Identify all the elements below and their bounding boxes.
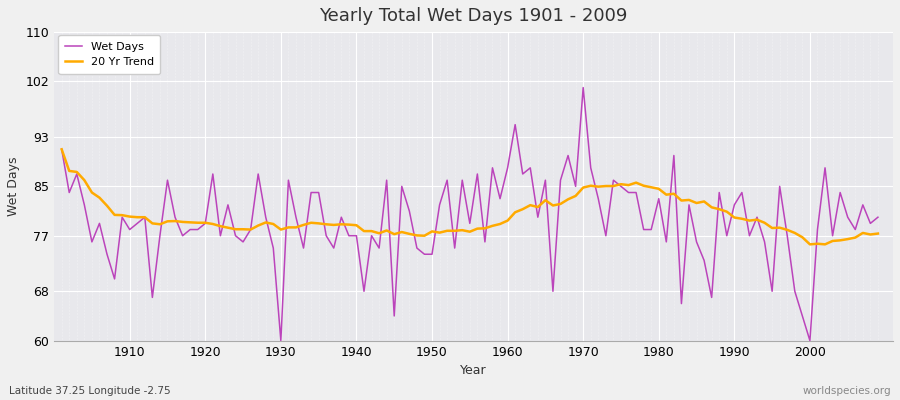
20 Yr Trend <box>57 147 68 152</box>
20 Yr Trend <box>283 225 293 230</box>
Wet Days <box>57 147 68 152</box>
Line: 20 Yr Trend: 20 Yr Trend <box>62 149 878 244</box>
Wet Days <box>578 85 589 90</box>
Wet Days <box>872 215 883 220</box>
X-axis label: Year: Year <box>460 364 487 377</box>
20 Yr Trend <box>805 242 815 247</box>
Wet Days <box>336 215 346 220</box>
Line: Wet Days: Wet Days <box>62 88 878 341</box>
Wet Days <box>291 215 302 220</box>
20 Yr Trend <box>502 218 513 223</box>
20 Yr Trend <box>593 184 604 189</box>
Title: Yearly Total Wet Days 1901 - 2009: Yearly Total Wet Days 1901 - 2009 <box>320 7 628 25</box>
Text: Latitude 37.25 Longitude -2.75: Latitude 37.25 Longitude -2.75 <box>9 386 171 396</box>
Y-axis label: Wet Days: Wet Days <box>7 156 20 216</box>
Wet Days <box>117 215 128 220</box>
Text: worldspecies.org: worldspecies.org <box>803 386 891 396</box>
Wet Days <box>502 166 513 170</box>
Wet Days <box>608 178 619 182</box>
Wet Days <box>275 338 286 343</box>
20 Yr Trend <box>495 222 506 226</box>
Legend: Wet Days, 20 Yr Trend: Wet Days, 20 Yr Trend <box>58 35 160 74</box>
20 Yr Trend <box>872 231 883 236</box>
20 Yr Trend <box>328 222 339 227</box>
Wet Days <box>509 122 520 127</box>
20 Yr Trend <box>117 213 128 218</box>
